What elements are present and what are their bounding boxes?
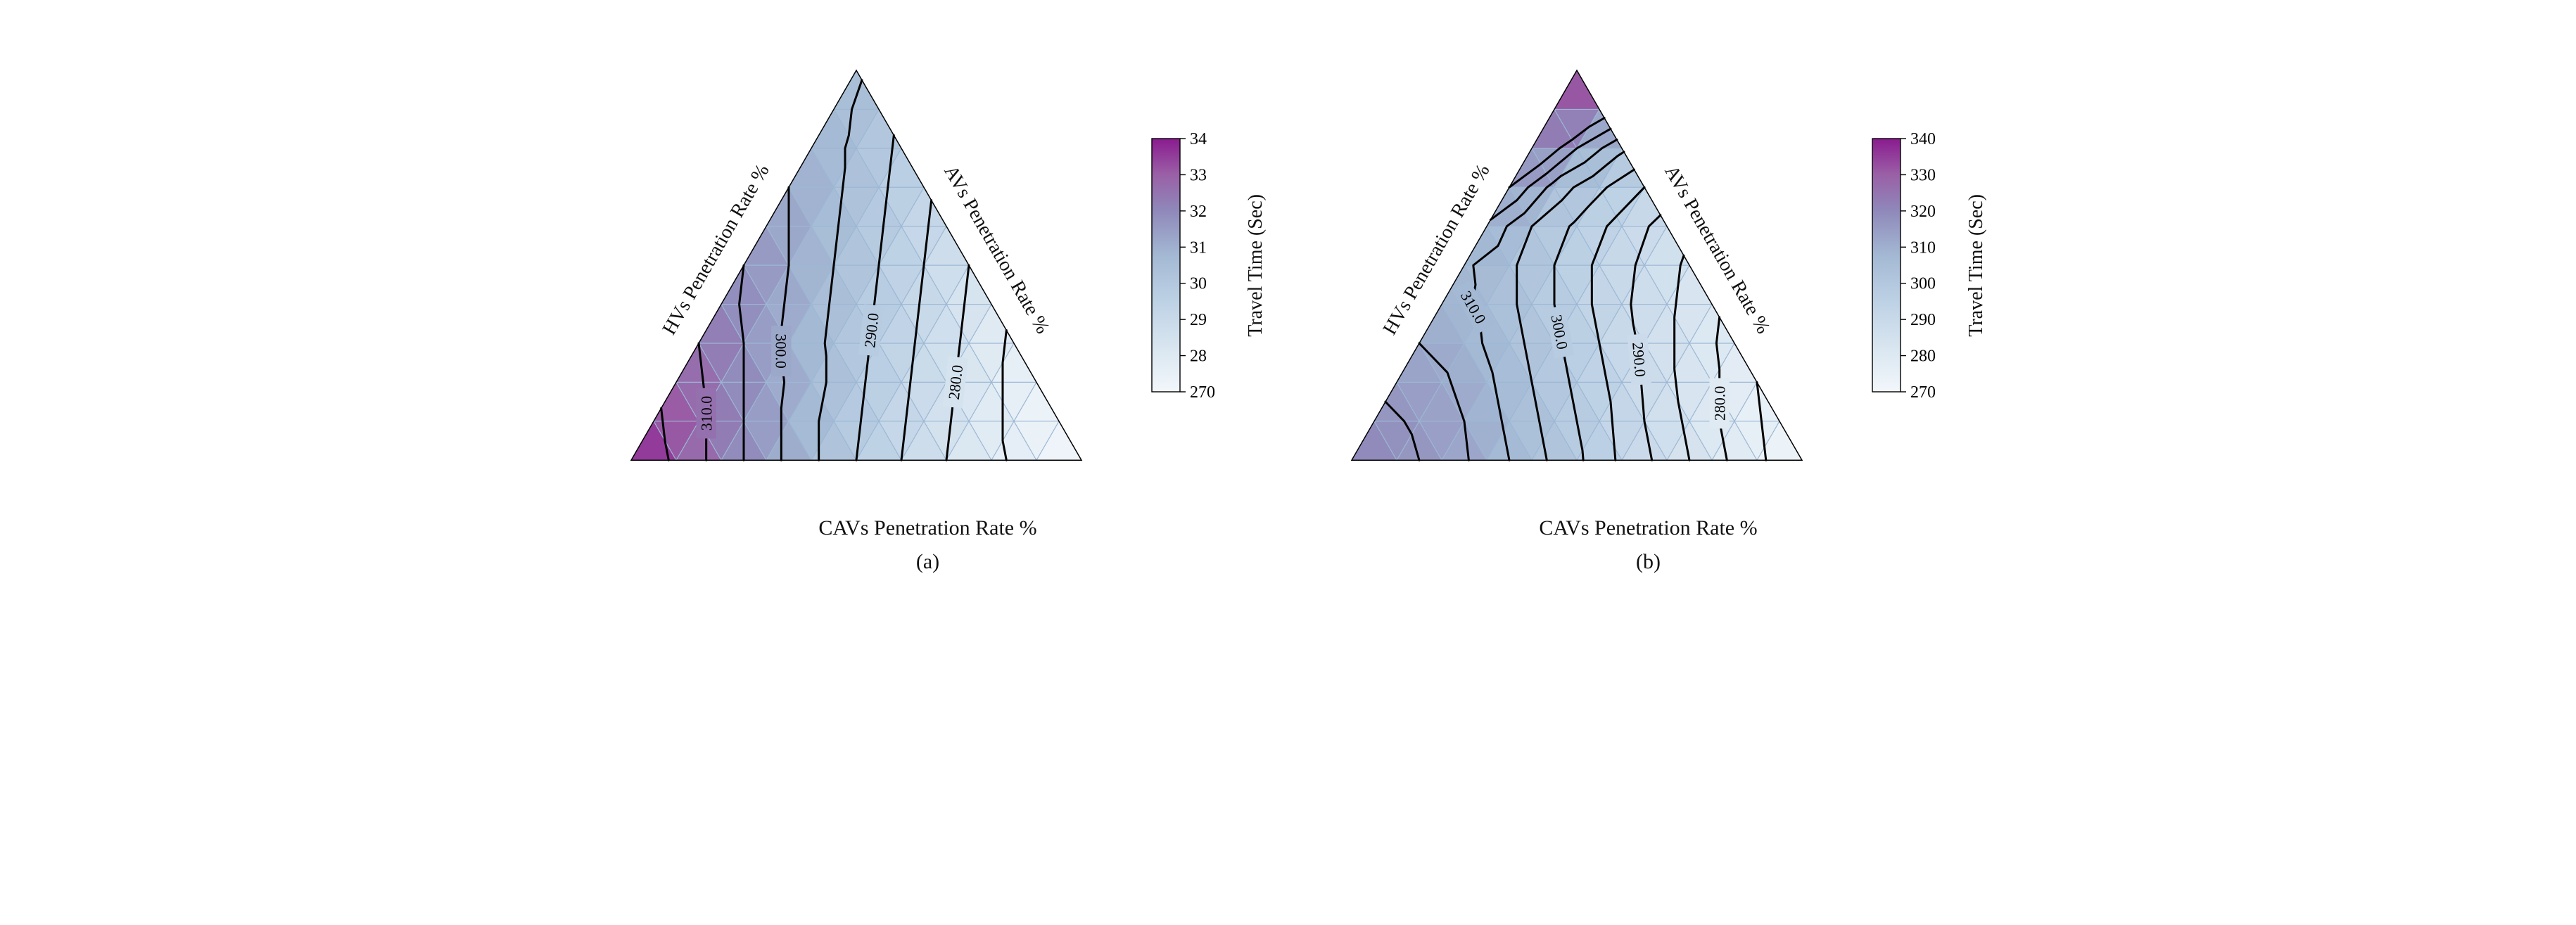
colorbar-tick-label: 320: [1910, 203, 1936, 221]
colorbar-tick-label: 33: [1190, 167, 1207, 185]
axis-label-bottom: CAVs Penetration Rate %: [818, 516, 1036, 540]
colorbar-title: Travel Time (Sec): [1245, 194, 1267, 337]
colorbar-tick-label: 290: [1910, 311, 1936, 329]
colorbar-tick-label: 29: [1190, 311, 1207, 329]
panel-svg-wrap: 280.0290.0300.0310.0HVs Penetration Rate…: [589, 28, 1267, 502]
colorbar-tick-label: 300: [1910, 275, 1936, 293]
colorbar-tick-label: 270: [1910, 383, 1936, 399]
colorbar-tick-label: 340: [1910, 132, 1936, 148]
contour-label: 280.0: [1711, 386, 1728, 421]
panel-svg-wrap: 280.0290.0300.0310.0HVs Penetration Rate…: [1309, 28, 1988, 502]
colorbar-tick-label: 34: [1190, 132, 1207, 148]
figure-row: 280.0290.0300.0310.0HVs Penetration Rate…: [0, 0, 2576, 588]
contour-label: 310.0: [697, 396, 715, 430]
panel-a: 280.0290.0300.0310.0HVs Penetration Rate…: [589, 28, 1267, 574]
colorbar-tick-label: 270: [1190, 383, 1215, 399]
colorbar-tick-label: 310: [1910, 238, 1936, 257]
axis-label-bottom: CAVs Penetration Rate %: [1539, 516, 1757, 540]
colorbar-wrap: 270 28 29 30 31 32 33 34 Travel Time (Sec): [1145, 132, 1267, 399]
colorbar-tick-label: 28: [1190, 347, 1207, 366]
colorbar-tick-label: 280: [1910, 347, 1936, 366]
colorbar: 270 28 29 30 31 32 33 34: [1145, 132, 1236, 399]
colorbar: 270 280 290 300 310 320 330 340: [1865, 132, 1957, 399]
colorbar-tick-label: 30: [1190, 275, 1207, 293]
colorbar-title: Travel Time (Sec): [1965, 194, 1988, 337]
panel-b: 280.0290.0300.0310.0HVs Penetration Rate…: [1309, 28, 1988, 574]
panel-sublabel: (b): [1636, 550, 1661, 574]
colorbar-tick-label: 32: [1190, 203, 1207, 221]
panel-sublabel: (a): [916, 550, 939, 574]
ternary-plot-a: 280.0290.0300.0310.0HVs Penetration Rate…: [589, 28, 1124, 502]
contour-label: 300.0: [772, 333, 789, 368]
ternary-plot-b: 280.0290.0300.0310.0HVs Penetration Rate…: [1309, 28, 1844, 502]
colorbar-tick-label: 330: [1910, 167, 1936, 185]
colorbar-wrap: 270 280 290 300 310 320 330 340 Travel Time (Sec…: [1865, 132, 1988, 399]
colorbar-tick-label: 31: [1190, 238, 1207, 257]
contour-label: 290.0: [1629, 341, 1649, 377]
